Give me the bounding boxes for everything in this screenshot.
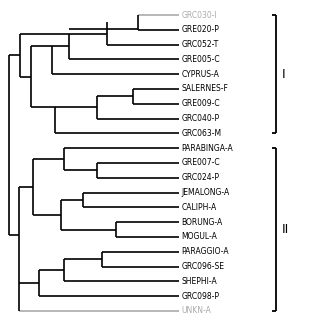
Text: GRC030-I: GRC030-I — [181, 11, 217, 20]
Text: GRC098-P: GRC098-P — [181, 292, 219, 300]
Text: CALIPH-A: CALIPH-A — [181, 203, 217, 212]
Text: GRC096-SE: GRC096-SE — [181, 262, 224, 271]
Text: PARABINGA-A: PARABINGA-A — [181, 144, 233, 153]
Text: CYPRUS-A: CYPRUS-A — [181, 70, 219, 79]
Text: MOGUL-A: MOGUL-A — [181, 232, 217, 241]
Text: PARAGGIO-A: PARAGGIO-A — [181, 247, 229, 256]
Text: JEMALONG-A: JEMALONG-A — [181, 188, 229, 197]
Text: GRC024-P: GRC024-P — [181, 173, 219, 182]
Text: I: I — [282, 68, 285, 81]
Text: GRC052-T: GRC052-T — [181, 40, 219, 49]
Text: UNKN-A: UNKN-A — [181, 306, 211, 316]
Text: GRC063-M: GRC063-M — [181, 129, 221, 138]
Text: BORUNG-A: BORUNG-A — [181, 218, 223, 227]
Text: SHEPHI-A: SHEPHI-A — [181, 277, 217, 286]
Text: GRE020-P: GRE020-P — [181, 25, 219, 34]
Text: GRC040-P: GRC040-P — [181, 114, 220, 123]
Text: SALERNES-F: SALERNES-F — [181, 84, 228, 93]
Text: II: II — [282, 223, 289, 236]
Text: GRE009-C: GRE009-C — [181, 99, 220, 108]
Text: GRE005-C: GRE005-C — [181, 55, 220, 64]
Text: GRE007-C: GRE007-C — [181, 158, 220, 167]
